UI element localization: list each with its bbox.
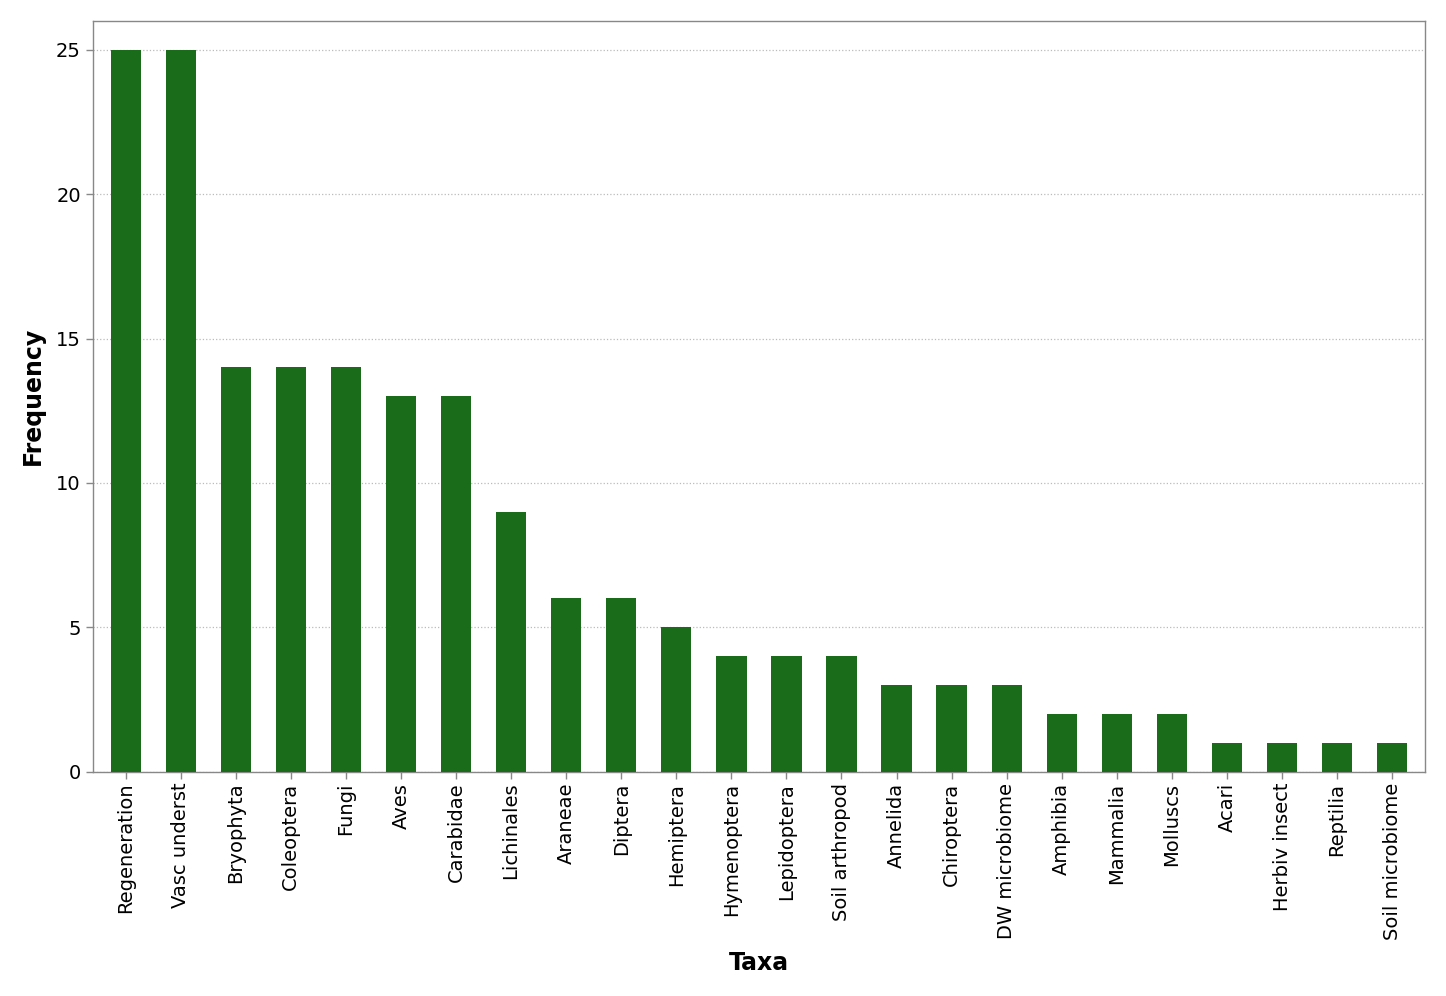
Bar (276, 368, 307, 772)
Bar (992, 685, 1022, 772)
Bar (937, 685, 967, 772)
Bar (1157, 714, 1187, 772)
Bar (551, 599, 581, 772)
Bar (1212, 743, 1242, 772)
Bar (1102, 714, 1132, 772)
Bar (771, 656, 801, 772)
Bar (221, 368, 252, 772)
Bar (166, 50, 195, 772)
Bar (331, 368, 362, 772)
Bar (496, 512, 526, 772)
Bar (606, 599, 636, 772)
Bar (1267, 743, 1297, 772)
Bar (386, 396, 416, 772)
Bar (826, 656, 856, 772)
Bar (882, 685, 911, 772)
Bar (1322, 743, 1352, 772)
Bar (1377, 743, 1407, 772)
Bar (441, 396, 471, 772)
Bar (661, 627, 691, 772)
Bar (716, 656, 746, 772)
Bar (110, 50, 140, 772)
X-axis label: Taxa: Taxa (729, 951, 790, 975)
Bar (1047, 714, 1077, 772)
Y-axis label: Frequency: Frequency (20, 327, 45, 465)
